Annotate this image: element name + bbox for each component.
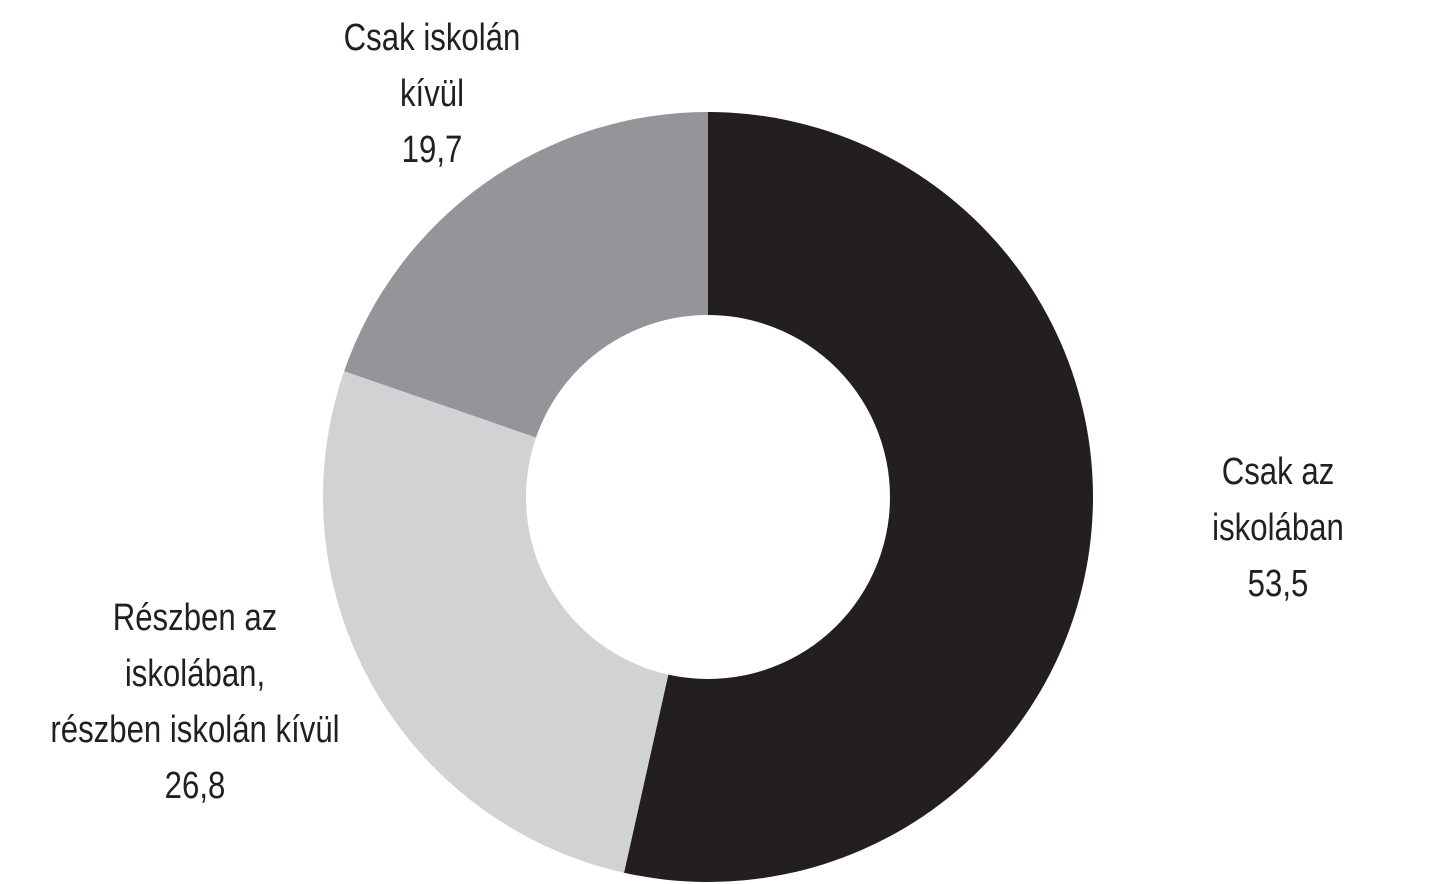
value-label: 26,8 [164, 765, 226, 807]
segment-label: Csak az iskolában 53,5 [1163, 444, 1393, 612]
segment-label: Csak iskolán kívül 19,7 [309, 10, 555, 178]
donut-segment [624, 112, 1093, 883]
category-label: Csak iskolán kívül [343, 17, 521, 115]
category-label: Részben az iskolában, részben iskolán kí… [50, 597, 340, 751]
segment-label: Részben az iskolában, részben iskolán kí… [43, 590, 346, 814]
donut-segment [322, 371, 669, 873]
value-label: 53,5 [1247, 563, 1309, 605]
donut-segment [344, 112, 708, 438]
category-label: Csak az iskolában [1212, 451, 1344, 549]
value-label: 19,7 [401, 129, 463, 171]
